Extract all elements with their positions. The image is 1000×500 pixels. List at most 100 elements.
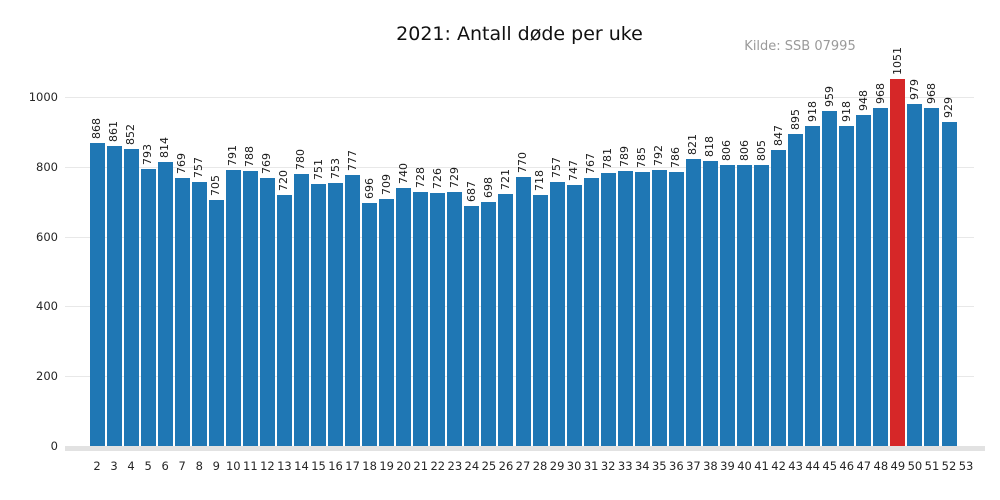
bar-value-label: 770	[516, 152, 529, 174]
bar-value-label: 805	[754, 140, 768, 162]
bar-week-46	[839, 125, 855, 446]
x-tick-label: 48	[873, 459, 889, 473]
x-tick-label: 30	[566, 459, 582, 473]
bar-value-label: 781	[601, 148, 615, 170]
x-tick-label: 40	[737, 459, 752, 473]
bar-value-label: 780	[294, 148, 308, 170]
bar-week-38	[702, 160, 718, 446]
x-tick-label: 17	[345, 459, 360, 473]
bar-value-label: 895	[788, 108, 802, 130]
x-tick-label: 10	[225, 459, 241, 473]
x-tick-label: 38	[703, 459, 718, 473]
bar-week-23	[447, 191, 463, 446]
x-tick-label: 7	[178, 459, 186, 473]
x-tick-label: 3	[110, 459, 118, 473]
bar-week-31	[583, 178, 599, 446]
bar-week-17	[345, 174, 361, 446]
bar-value-label: 698	[481, 177, 495, 199]
bar-value-label: 789	[618, 145, 632, 167]
x-tick-label: 9	[212, 459, 220, 473]
bar-value-label: 709	[379, 173, 393, 195]
bar-week-32	[600, 173, 616, 446]
bar-week-22	[430, 192, 446, 446]
x-tick-label: 27	[515, 459, 531, 473]
bar-value-label: 793	[141, 144, 155, 166]
bar-value-label: 929	[942, 96, 955, 118]
chart-source-label: Kilde: SSB 07995	[744, 39, 856, 54]
x-tick-label: 13	[277, 459, 292, 473]
bar-value-label: 721	[498, 169, 512, 191]
x-tick-label: 35	[651, 459, 667, 473]
x-tick-label: 43	[788, 459, 803, 473]
bar-value-label: 861	[107, 120, 121, 142]
bar-week-7	[174, 177, 190, 446]
bar-week-3	[106, 145, 122, 446]
x-tick-label: 53	[958, 459, 974, 473]
bar-week-47	[856, 115, 872, 446]
bar-week-28	[532, 195, 548, 446]
bar-week-33	[617, 170, 633, 446]
x-tick-label: 6	[161, 459, 169, 473]
bar-week-24	[464, 206, 480, 446]
bar-value-label: 785	[635, 147, 649, 169]
bar-value-label: 788	[243, 146, 257, 167]
bar-value-label: 918	[839, 100, 853, 122]
bar-value-label: 729	[447, 166, 461, 188]
bar-value-label: 687	[464, 181, 478, 203]
bar-value-label: 718	[533, 170, 547, 192]
x-tick-label: 14	[294, 459, 309, 473]
x-tick-label: 2	[93, 459, 101, 473]
x-tick-label: 31	[583, 459, 599, 473]
x-tick-label: 50	[907, 459, 923, 473]
bar-value-label: 740	[396, 162, 410, 184]
bar-week-8	[191, 181, 207, 446]
x-tick-label: 42	[771, 459, 786, 473]
bar-week-40	[737, 164, 753, 446]
bar-week-27	[515, 177, 531, 446]
x-tick-label: 18	[362, 459, 377, 473]
bar-week-4	[123, 148, 139, 446]
bar-week-52	[941, 121, 957, 446]
bar-week-6	[157, 161, 173, 446]
bar-value-label: 979	[907, 79, 921, 101]
bar-week-18	[362, 203, 378, 446]
bar-value-label: 777	[345, 149, 359, 171]
bar-week-34	[634, 172, 650, 446]
x-tick-label: 25	[481, 459, 497, 473]
bar-value-label: 792	[652, 144, 666, 166]
bar-value-label: 757	[550, 156, 564, 178]
x-tick-label: 11	[243, 459, 258, 473]
bar-week-43	[788, 133, 804, 446]
y-tick-label: 400	[36, 299, 58, 314]
x-tick-label: 45	[822, 459, 838, 473]
x-tick-label: 47	[856, 459, 872, 473]
y-tick-label: 1000	[28, 90, 58, 104]
bar-week-44	[805, 125, 821, 446]
bar-value-label: 868	[90, 118, 103, 140]
bar-value-label: 705	[209, 174, 223, 196]
x-tick-label: 52	[941, 459, 957, 473]
x-tick-label: 41	[754, 459, 769, 473]
x-tick-label: 8	[195, 459, 203, 473]
x-tick-label: 5	[144, 459, 152, 473]
x-tick-label: 37	[686, 459, 701, 473]
bar-week-19	[379, 198, 395, 446]
x-tick-label: 51	[924, 459, 940, 473]
bar-week-5	[140, 169, 156, 446]
bar-week-21	[413, 191, 429, 446]
x-tick-label: 36	[669, 459, 684, 473]
bar-value-label: 757	[192, 156, 206, 178]
bar-week-49	[890, 79, 906, 446]
x-tick-label: 19	[379, 459, 394, 473]
bar-week-30	[566, 185, 582, 446]
bar-value-label: 806	[737, 139, 751, 161]
bar-value-label: 847	[771, 125, 785, 147]
bar-value-label: 728	[413, 166, 427, 188]
y-tick-label: 600	[36, 229, 58, 244]
bar-week-36	[668, 171, 684, 446]
bar-value-label: 726	[430, 167, 444, 189]
bar-value-label: 753	[328, 158, 342, 180]
chart-title: 2021: Antall døde per uke	[396, 23, 643, 45]
bar-week-20	[396, 187, 412, 446]
